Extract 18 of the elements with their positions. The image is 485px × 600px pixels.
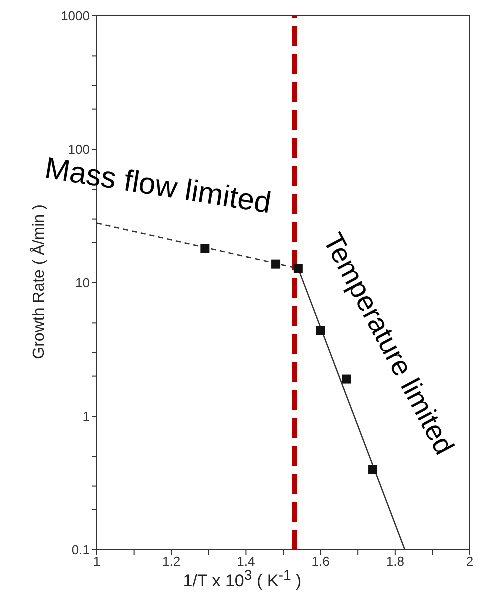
y-tick-label: 100 <box>68 142 90 158</box>
x-tick-label: 1 <box>93 554 101 570</box>
x-axis-title: 1/T x 10$^{3}$ ( K$^{-1}$ ) <box>182 568 303 592</box>
x-tick-label: 2 <box>466 554 474 570</box>
y-axis-title: Growth Rate ( Å/min ) <box>31 204 49 360</box>
point <box>316 326 326 336</box>
point <box>368 465 378 474</box>
x-tick-label: 1.4 <box>237 554 256 570</box>
point <box>200 244 210 254</box>
x-tick-label: 1.2 <box>162 554 181 570</box>
y-tick-label: 1 <box>82 409 90 424</box>
x-tick-label: 1.6 <box>312 554 330 570</box>
x-tick-label: 1.8 <box>386 554 404 570</box>
y-tick-label: 0.1 <box>72 542 90 558</box>
y-tick-label: 10 <box>76 276 90 291</box>
point <box>272 260 281 269</box>
y-tick-label: 1000 <box>61 8 90 24</box>
point <box>294 264 303 274</box>
